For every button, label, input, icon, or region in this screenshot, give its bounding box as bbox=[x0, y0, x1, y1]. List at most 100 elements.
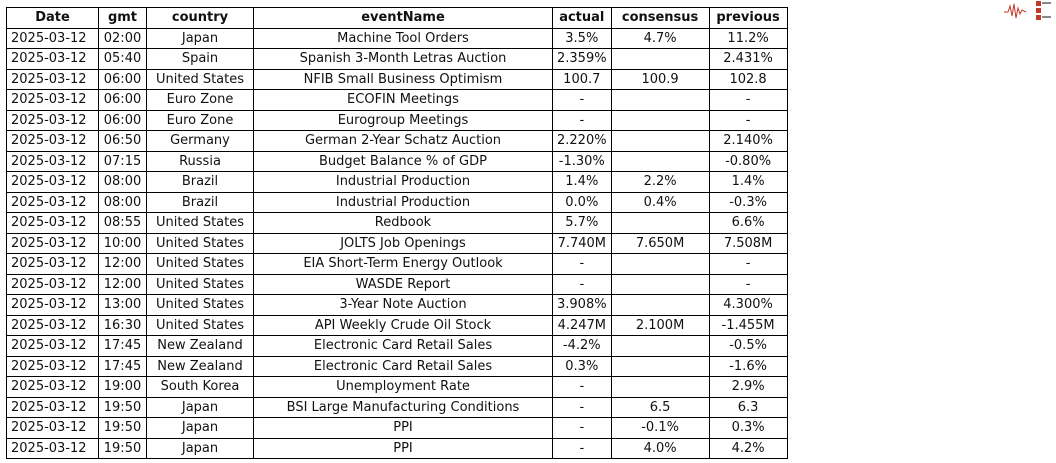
table-cell: 2025-03-12 bbox=[6, 68, 99, 90]
table-cell: 2025-03-12 bbox=[6, 232, 99, 254]
table-cell: Budget Balance % of GDP bbox=[253, 150, 553, 172]
table-cell: 2.140% bbox=[708, 130, 788, 152]
table-cell: -1.6% bbox=[708, 355, 788, 377]
table-row: 2025-03-12 08:55 United States Redbook 5.7% 6… bbox=[6, 212, 788, 234]
table-cell: United States bbox=[146, 273, 254, 295]
table-cell bbox=[610, 212, 710, 234]
table-cell: 100.7 bbox=[552, 68, 612, 90]
table-cell: Japan bbox=[146, 396, 254, 418]
table-cell bbox=[610, 355, 710, 377]
table-cell: 2025-03-12 bbox=[6, 294, 99, 316]
column-header: previous bbox=[708, 7, 788, 29]
table-cell: Spain bbox=[146, 48, 254, 70]
table-cell: 3.908% bbox=[552, 294, 612, 316]
table-row: 2025-03-12 02:00 Japan Machine Tool Orders 3… bbox=[6, 27, 788, 49]
table-row: 2025-03-12 19:00 South Korea Unemployment R… bbox=[6, 376, 788, 398]
table-cell: 4.7% bbox=[610, 27, 710, 49]
table-cell: Redbook bbox=[253, 212, 553, 234]
table-cell bbox=[610, 376, 710, 398]
table-cell: NFIB Small Business Optimism bbox=[253, 68, 553, 90]
table-row: 2025-03-12 07:15 Russia Budget Balance % of… bbox=[6, 150, 788, 172]
table-cell: EIA Short-Term Energy Outlook bbox=[253, 253, 553, 275]
table-cell: - bbox=[552, 109, 612, 131]
table-cell: 06:50 bbox=[98, 130, 147, 152]
table-cell: 2025-03-12 bbox=[6, 150, 99, 172]
table-cell: Industrial Production bbox=[253, 191, 553, 213]
logo bbox=[1004, 1, 1051, 20]
table-cell: Japan bbox=[146, 437, 254, 459]
table-cell: New Zealand bbox=[146, 335, 254, 357]
table-cell: 10:00 bbox=[98, 232, 147, 254]
table-cell: 2025-03-12 bbox=[6, 396, 99, 418]
table-cell: -1.30% bbox=[552, 150, 612, 172]
table-cell: 2025-03-12 bbox=[6, 89, 99, 111]
header-row: Date gmt country eventName actual consensus pr… bbox=[6, 7, 788, 29]
table-cell: 2025-03-12 bbox=[6, 417, 99, 439]
table-cell: United States bbox=[146, 294, 254, 316]
table-cell: United States bbox=[146, 232, 254, 254]
table-cell: - bbox=[552, 437, 612, 459]
table-cell: Russia bbox=[146, 150, 254, 172]
table-cell: 2025-03-12 bbox=[6, 171, 99, 193]
table-cell: - bbox=[708, 253, 788, 275]
table-cell: 4.300% bbox=[708, 294, 788, 316]
table-cell bbox=[610, 109, 710, 131]
table-cell: API Weekly Crude Oil Stock bbox=[253, 314, 553, 336]
table-cell: 2025-03-12 bbox=[6, 437, 99, 459]
table-cell: - bbox=[552, 253, 612, 275]
table-cell: 100.9 bbox=[610, 68, 710, 90]
table-cell: 2.220% bbox=[552, 130, 612, 152]
table-cell bbox=[610, 130, 710, 152]
table-cell: Unemployment Rate bbox=[253, 376, 553, 398]
table-row: 2025-03-12 06:50 Germany German 2-Year Scha… bbox=[6, 130, 788, 152]
table-cell bbox=[610, 335, 710, 357]
table-row: 2025-03-12 12:00 United States WASDE Report… bbox=[6, 273, 788, 295]
table-cell: Electronic Card Retail Sales bbox=[253, 355, 553, 377]
table-cell: Eurogroup Meetings bbox=[253, 109, 553, 131]
table-cell: Brazil bbox=[146, 191, 254, 213]
table-cell: 19:50 bbox=[98, 417, 147, 439]
table-cell: 2025-03-12 bbox=[6, 27, 99, 49]
table-cell: 2.359% bbox=[552, 48, 612, 70]
table-cell: United States bbox=[146, 212, 254, 234]
table-cell: 102.8 bbox=[708, 68, 788, 90]
table-row: 2025-03-12 19:50 Japan PPI - -0.1% 0.3% bbox=[6, 417, 788, 439]
table-cell: 3-Year Note Auction bbox=[253, 294, 553, 316]
table-row: 2025-03-12 08:00 Brazil Industrial Producti… bbox=[6, 171, 788, 193]
table-cell: 4.2% bbox=[708, 437, 788, 459]
table-cell: 2.100M bbox=[610, 314, 710, 336]
table-cell: United States bbox=[146, 253, 254, 275]
table-cell: -0.80% bbox=[708, 150, 788, 172]
table-row: 2025-03-12 06:00 Euro Zone ECOFIN Meetings -… bbox=[6, 89, 788, 111]
table-cell: - bbox=[552, 376, 612, 398]
table-cell: - bbox=[552, 273, 612, 295]
table-cell: 12:00 bbox=[98, 253, 147, 275]
table-cell: 2025-03-12 bbox=[6, 130, 99, 152]
table-cell: 5.7% bbox=[552, 212, 612, 234]
table-cell: 2025-03-12 bbox=[6, 48, 99, 70]
table-cell: 08:55 bbox=[98, 212, 147, 234]
table-row: 2025-03-12 19:50 Japan BSI Large Manufactur… bbox=[6, 396, 788, 418]
table-cell: WASDE Report bbox=[253, 273, 553, 295]
table-row: 2025-03-12 06:00 Euro Zone Eurogroup Meetin… bbox=[6, 109, 788, 131]
table-cell bbox=[610, 150, 710, 172]
table-cell: 2025-03-12 bbox=[6, 212, 99, 234]
table-cell: - bbox=[708, 89, 788, 111]
table-cell: 6.6% bbox=[708, 212, 788, 234]
table-cell: 0.0% bbox=[552, 191, 612, 213]
table-row: 2025-03-12 13:00 United States 3-Year Note … bbox=[6, 294, 788, 316]
table-cell: South Korea bbox=[146, 376, 254, 398]
table-cell: 19:50 bbox=[98, 437, 147, 459]
table-cell: BSI Large Manufacturing Conditions bbox=[253, 396, 553, 418]
table-cell: - bbox=[552, 396, 612, 418]
table-cell: 06:00 bbox=[98, 109, 147, 131]
column-header: country bbox=[146, 7, 254, 29]
table-cell: Machine Tool Orders bbox=[253, 27, 553, 49]
table-cell: 4.247M bbox=[552, 314, 612, 336]
table-cell: 2025-03-12 bbox=[6, 109, 99, 131]
column-header: consensus bbox=[610, 7, 710, 29]
table-cell: Electronic Card Retail Sales bbox=[253, 335, 553, 357]
table-cell bbox=[610, 294, 710, 316]
table-cell: 2025-03-12 bbox=[6, 314, 99, 336]
